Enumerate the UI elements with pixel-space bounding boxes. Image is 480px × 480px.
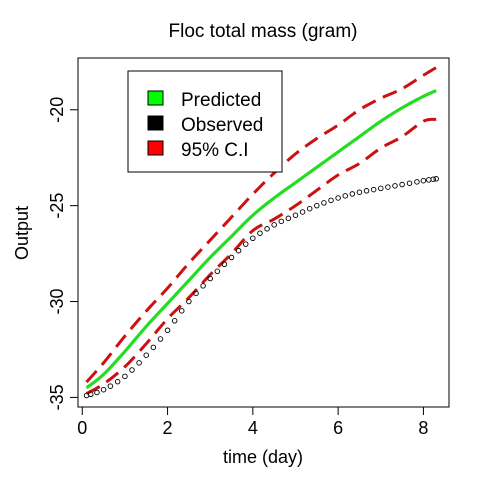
observed-point (433, 176, 439, 182)
y-tick-label: -20 (47, 97, 67, 123)
chart-title: Floc total mass (gram) (169, 21, 358, 42)
observed-point (164, 327, 171, 334)
legend-swatch (147, 115, 164, 131)
observed-point (378, 185, 384, 192)
observed-point (171, 318, 178, 324)
observed-point (100, 386, 107, 393)
legend: Predicted Observed 95% C.I (127, 70, 283, 173)
observed-point (426, 177, 432, 183)
observed-point (271, 222, 277, 228)
legend-label: Observed (181, 115, 263, 136)
observed-point (285, 215, 292, 222)
ci-line-2 (85, 66, 437, 384)
y-tick-label: -35 (47, 384, 67, 410)
observed-point (370, 186, 377, 193)
observed-point (299, 209, 306, 215)
y-axis-label: Output (12, 206, 32, 260)
observed-point (179, 308, 185, 314)
observed-point (157, 336, 164, 342)
legend-swatch (147, 90, 164, 106)
observed-point (292, 212, 299, 218)
y-axis: -35 -30 -25 -20 (47, 97, 79, 410)
observed-point (306, 205, 313, 212)
observed-point (221, 261, 228, 267)
observed-point (356, 189, 363, 195)
observed-point (420, 177, 427, 184)
observed-point (228, 254, 235, 261)
observed-point (321, 200, 327, 206)
observed-point (107, 383, 114, 389)
x-tick-label: 0 (77, 418, 87, 438)
observed-point (392, 183, 398, 189)
plot-area (83, 66, 439, 399)
observed-point (94, 389, 100, 396)
observed-point (129, 367, 135, 373)
observed-point (150, 344, 157, 351)
observed-point (114, 378, 121, 385)
observed-point (278, 218, 285, 225)
observed-point (328, 197, 334, 204)
x-axis: 0 2 4 6 8 (77, 406, 428, 438)
observed-point (414, 179, 420, 185)
x-tick-label: 4 (248, 418, 258, 438)
y-tick-label: -25 (47, 193, 67, 219)
observed-point (193, 290, 199, 297)
y-tick-label: -30 (47, 289, 67, 315)
observed-point (200, 283, 206, 289)
x-axis-label: time (day) (223, 447, 303, 467)
legend-swatch (147, 140, 164, 156)
observed-point (257, 230, 263, 236)
x-tick-label: 6 (333, 418, 343, 438)
observed-point (250, 235, 256, 242)
observed-point (235, 247, 242, 254)
observed-point (335, 195, 341, 201)
observed-point (143, 352, 149, 358)
observed-point (214, 268, 221, 275)
legend-label: Predicted (181, 90, 261, 111)
observed-point (385, 184, 391, 190)
observed-point (406, 180, 413, 186)
observed-point (136, 360, 142, 366)
observed-point (349, 191, 356, 197)
observed-point (88, 391, 94, 398)
observed-point (264, 226, 270, 232)
observed-point (342, 193, 348, 199)
legend-label: 95% C.I (181, 140, 249, 161)
predicted-line (85, 89, 438, 390)
observed-point (363, 188, 370, 194)
observed-point (314, 202, 320, 209)
observed-point (430, 176, 436, 182)
observed-point (207, 275, 213, 282)
x-tick-label: 2 (163, 418, 173, 438)
observed-point (122, 373, 128, 380)
observed-point (399, 181, 405, 188)
x-tick-label: 8 (418, 418, 428, 438)
observed-point (186, 298, 192, 305)
observed-point (242, 241, 249, 247)
ci-line-3 (85, 117, 437, 395)
